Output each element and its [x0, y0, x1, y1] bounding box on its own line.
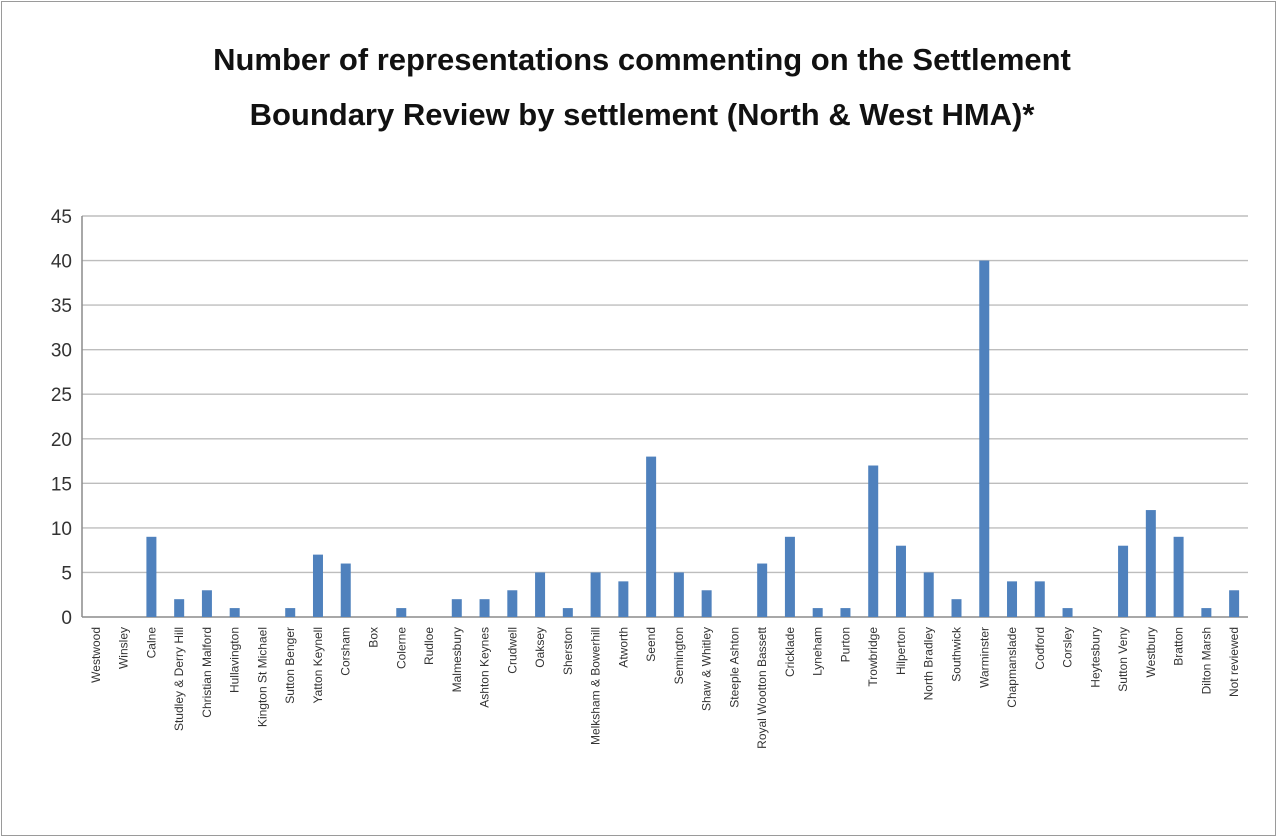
- x-tick-label: Crudwell: [505, 627, 519, 674]
- bar: [285, 608, 296, 617]
- bar: [1007, 581, 1018, 617]
- bar: [507, 590, 518, 617]
- y-tick-label: 35: [51, 296, 72, 317]
- bar: [340, 563, 351, 617]
- x-tick-label: Sherston: [561, 627, 575, 675]
- bar: [312, 554, 323, 617]
- x-tick-label: Codford: [1033, 627, 1047, 670]
- x-tick-label: Trowbridge: [866, 627, 880, 687]
- x-tick-label: Calne: [144, 627, 158, 659]
- bar: [229, 608, 240, 617]
- y-tick-label: 30: [51, 341, 72, 362]
- bar: [1201, 608, 1212, 617]
- bar: [840, 608, 851, 617]
- bar: [868, 465, 879, 617]
- x-tick-label: Westbury: [1144, 627, 1158, 677]
- x-tick-label: Shaw & Whitley: [700, 627, 714, 711]
- bars-layer: [146, 260, 1240, 617]
- x-tick-label: Dilton Marsh: [1199, 627, 1213, 694]
- y-tick-label: 40: [51, 252, 72, 273]
- bar: [562, 608, 573, 617]
- y-tick-label: 15: [51, 474, 72, 495]
- x-tick-label: Atworth: [616, 627, 630, 668]
- bar: [1229, 590, 1240, 617]
- bar: [951, 599, 962, 617]
- bar: [201, 590, 212, 617]
- x-tick-label: Ashton Keynes: [478, 627, 492, 708]
- x-tick-label: Warminster: [977, 627, 991, 688]
- y-tick-labels: 0 5 10 15 20 25 30 35 40 45: [51, 207, 72, 629]
- x-tick-label: North Bradley: [922, 627, 936, 700]
- y-tick-label: 25: [51, 385, 72, 406]
- x-tick-label: Rudloe: [422, 627, 436, 665]
- x-tick-label: Westwood: [89, 627, 103, 683]
- bar: [1173, 536, 1184, 617]
- x-tick-label: Lyneham: [811, 627, 825, 676]
- bar: [146, 536, 157, 617]
- x-tick-label: Christian Malford: [200, 627, 214, 718]
- bar: [590, 572, 601, 617]
- bar: [757, 563, 768, 617]
- y-tick-label: 10: [51, 519, 72, 540]
- x-tick-label: Heytesbury: [1088, 627, 1102, 688]
- bar: [174, 599, 185, 617]
- x-tick-label: Sutton Veny: [1116, 627, 1130, 692]
- bar: [396, 608, 407, 617]
- x-tick-label: Royal Wootton Bassett: [755, 626, 769, 749]
- bar: [1034, 581, 1045, 617]
- x-tick-label: Studley & Derry Hill: [172, 627, 186, 731]
- x-tick-label: Colerne: [394, 627, 408, 669]
- bar: [895, 545, 906, 617]
- x-tick-label: Steeple Ashton: [727, 627, 741, 708]
- bar: [535, 572, 546, 617]
- bar: [618, 581, 629, 617]
- x-tick-label: Kington St Michael: [255, 627, 269, 727]
- x-tick-label: Semington: [672, 627, 686, 684]
- bar: [646, 456, 657, 617]
- bar: [1118, 545, 1129, 617]
- bar: [451, 599, 462, 617]
- bar: [1145, 510, 1156, 617]
- x-tick-label: Yatton Keynell: [311, 627, 325, 704]
- bar: [673, 572, 684, 617]
- x-tick-label: Corsley: [1061, 627, 1075, 668]
- x-tick-label: Chapmanslade: [1005, 627, 1019, 708]
- x-tick-label: Oaksey: [533, 627, 547, 668]
- x-tick-label: Hilperton: [894, 627, 908, 675]
- x-tick-label: Bratton: [1172, 627, 1186, 666]
- bar: [784, 536, 795, 617]
- x-tick-label: Southwick: [950, 626, 964, 682]
- y-tick-label: 5: [61, 563, 72, 584]
- x-tick-label: Winsley: [117, 627, 131, 669]
- bar: [812, 608, 823, 617]
- x-tick-label: Box: [367, 627, 381, 648]
- x-tick-label: Purton: [838, 627, 852, 662]
- x-tick-label: Seend: [644, 627, 658, 662]
- x-tick-labels: Westwood Winsley Calne Studley & Derry Hill…: [89, 626, 1241, 749]
- x-tick-label: Melksham & Bowerhill: [589, 627, 603, 745]
- bar: [479, 599, 490, 617]
- y-tick-label: 0: [61, 608, 72, 629]
- bar: [923, 572, 934, 617]
- y-tick-label: 45: [51, 207, 72, 228]
- chart-title: Number of representations commenting on …: [213, 42, 1071, 132]
- grid-layer: [81, 215, 1248, 618]
- x-tick-label: Malmesbury: [450, 627, 464, 692]
- bar: [701, 590, 712, 617]
- x-tick-label: Sutton Benger: [283, 627, 297, 704]
- bar: [979, 260, 990, 617]
- y-tick-label: 20: [51, 430, 72, 451]
- x-tick-label: Cricklade: [783, 627, 797, 677]
- x-tick-label: Corsham: [339, 627, 353, 676]
- bar: [1062, 608, 1073, 617]
- x-tick-label: Hullavington: [228, 627, 242, 693]
- x-tick-label: Not reviewed: [1227, 627, 1241, 697]
